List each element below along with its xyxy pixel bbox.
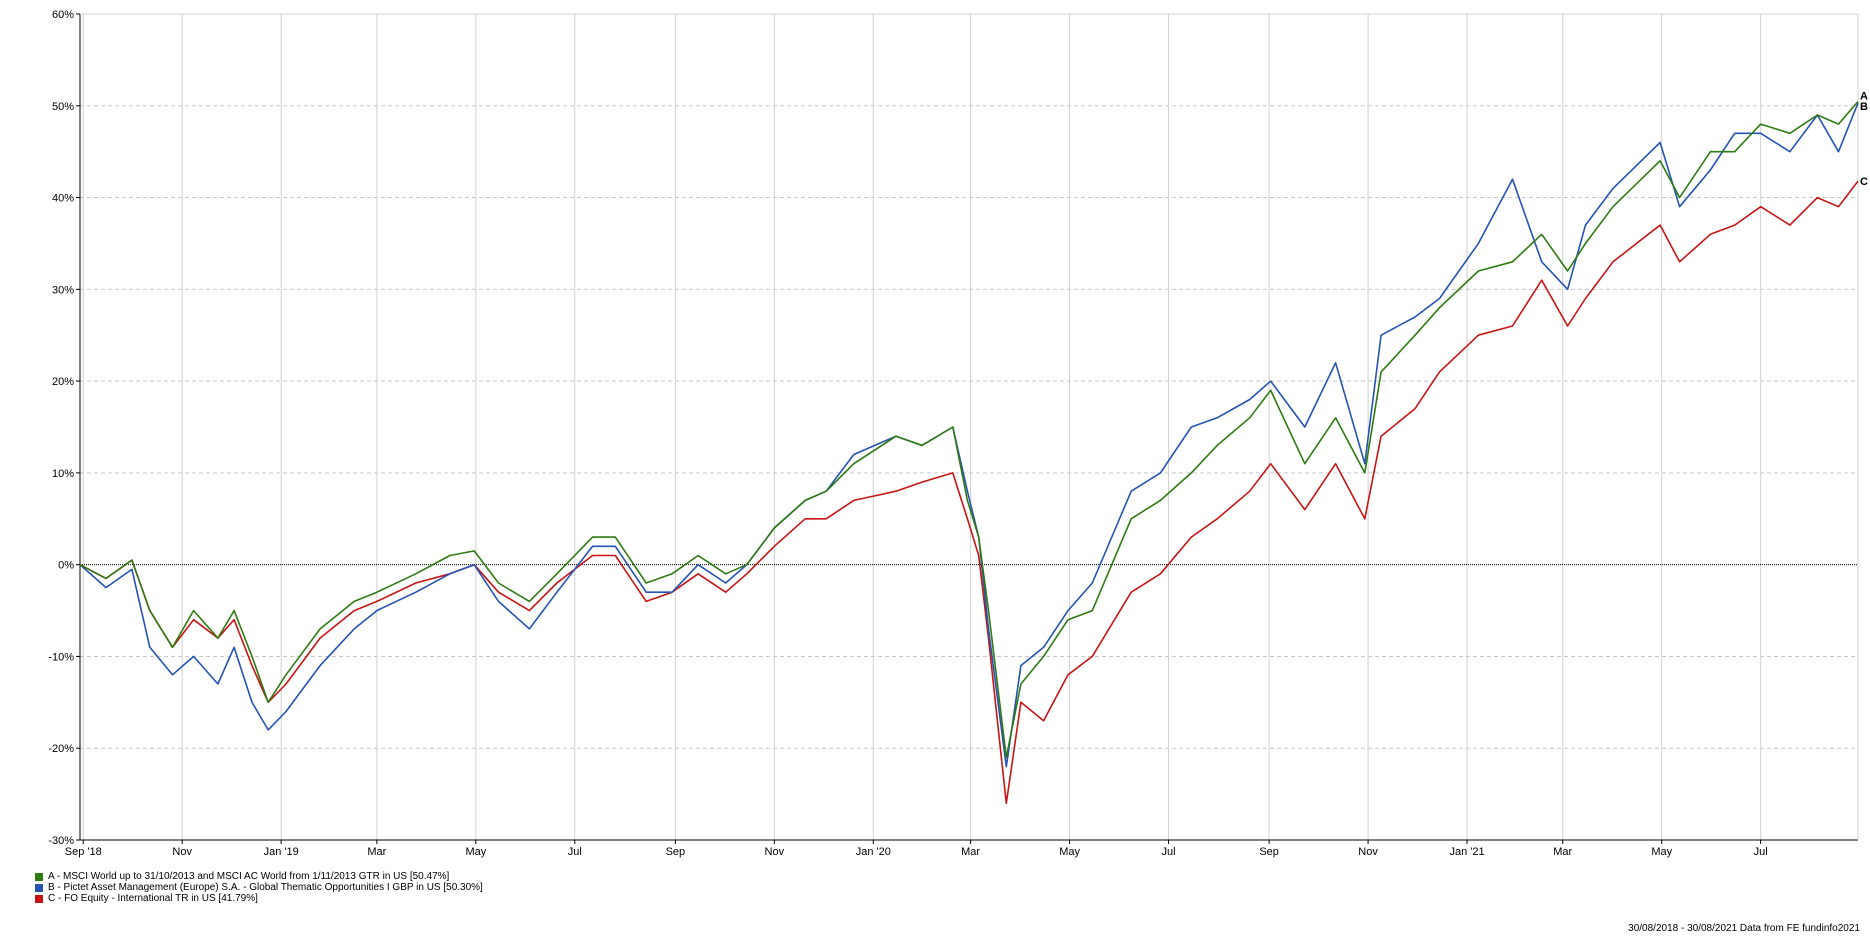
x-tick-label: Jan '19 <box>264 846 299 858</box>
y-tick-label: -10% <box>48 651 74 663</box>
date-range-footer: 30/08/2018 - 30/08/2021 Data from FE fun… <box>1628 923 1860 934</box>
end-label-c: C <box>1860 176 1868 188</box>
x-tick-label: Sep <box>1259 846 1279 858</box>
y-tick-label: 50% <box>52 101 74 113</box>
y-tick-label: 10% <box>52 468 74 480</box>
x-tick-label: Nov <box>172 846 192 858</box>
x-tick-label: Mar <box>367 846 386 858</box>
x-tick-label: Mar <box>961 846 980 858</box>
legend-item-a: A - MSCI World up to 31/10/2013 and MSCI… <box>35 871 483 882</box>
x-tick-label: May <box>1059 846 1080 858</box>
legend-item-c: C - FO Equity - International TR in US [… <box>35 893 483 904</box>
series-line-c <box>79 180 1859 805</box>
legend-swatch-a <box>35 872 43 881</box>
y-tick-label: -30% <box>48 835 74 847</box>
legend-label-c: C - FO Equity - International TR in US [… <box>48 893 258 904</box>
legend-label-a: A - MSCI World up to 31/10/2013 and MSCI… <box>48 871 450 882</box>
y-tick-label: -20% <box>48 743 74 755</box>
x-tick-label: Jul <box>568 846 582 858</box>
y-tick-label: 30% <box>52 284 74 296</box>
x-tick-label: Sep '18 <box>65 846 102 858</box>
y-tick-label: 0% <box>58 560 74 572</box>
chart-legend: A - MSCI World up to 31/10/2013 and MSCI… <box>35 871 483 904</box>
x-tick-label: Jan '21 <box>1449 846 1484 858</box>
legend-swatch-b <box>35 883 43 892</box>
series-line-b <box>79 102 1859 768</box>
legend-swatch-c <box>35 894 43 903</box>
legend-item-b: B - Pictet Asset Management (Europe) S.A… <box>35 882 483 893</box>
x-tick-label: May <box>465 846 486 858</box>
series-line-a <box>79 100 1859 759</box>
y-tick-label: 60% <box>52 9 74 21</box>
x-tick-label: Jul <box>1754 846 1768 858</box>
legend-label-b: B - Pictet Asset Management (Europe) S.A… <box>48 882 483 893</box>
x-tick-label: Jul <box>1162 846 1176 858</box>
x-tick-label: Nov <box>765 846 785 858</box>
y-tick-label: 20% <box>52 376 74 388</box>
end-label-a: A <box>1860 90 1868 102</box>
end-label-b: B <box>1860 101 1868 113</box>
x-tick-label: May <box>1651 846 1672 858</box>
x-tick-label: Sep <box>666 846 686 858</box>
x-tick-label: Mar <box>1553 846 1572 858</box>
x-tick-label: Nov <box>1358 846 1378 858</box>
y-tick-label: 40% <box>52 193 74 205</box>
x-tick-label: Jan '20 <box>856 846 891 858</box>
